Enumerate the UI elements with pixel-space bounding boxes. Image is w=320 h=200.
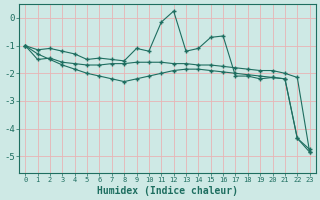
X-axis label: Humidex (Indice chaleur): Humidex (Indice chaleur) <box>97 186 238 196</box>
